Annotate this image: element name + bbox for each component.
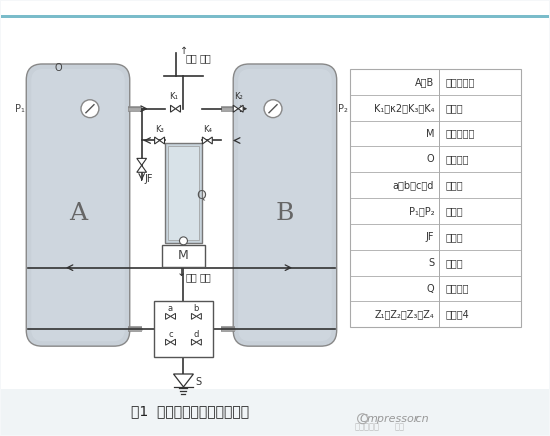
Polygon shape <box>173 374 194 387</box>
Text: Q: Q <box>427 283 434 293</box>
Text: Q: Q <box>196 189 206 201</box>
Polygon shape <box>207 137 212 144</box>
Polygon shape <box>196 313 201 319</box>
Text: b: b <box>194 304 199 313</box>
Bar <box>2 389 548 435</box>
Text: JF: JF <box>426 232 434 242</box>
FancyBboxPatch shape <box>238 69 332 341</box>
Circle shape <box>81 100 99 118</box>
FancyBboxPatch shape <box>31 69 125 341</box>
Polygon shape <box>137 158 146 165</box>
Text: 气动鄀: 气动鄀 <box>445 180 463 190</box>
Polygon shape <box>191 313 196 319</box>
Text: 吸附干燥筒: 吸附干燥筒 <box>445 77 475 87</box>
Text: M: M <box>178 249 189 262</box>
Text: M: M <box>426 129 434 139</box>
Polygon shape <box>160 137 164 144</box>
Text: 网网: 网网 <box>394 422 404 431</box>
Text: .cn: .cn <box>412 414 429 424</box>
Text: P₂: P₂ <box>338 104 348 114</box>
Text: C: C <box>360 414 367 424</box>
Text: ↓: ↓ <box>177 268 186 278</box>
Text: P₁: P₁ <box>15 104 25 114</box>
Text: A、B: A、B <box>415 77 434 87</box>
Polygon shape <box>166 313 170 319</box>
Text: O: O <box>54 63 62 73</box>
Text: 电磁阀组: 电磁阀组 <box>445 154 469 164</box>
Polygon shape <box>155 137 159 144</box>
Text: K₃: K₃ <box>155 125 164 133</box>
Polygon shape <box>137 165 146 172</box>
Text: A: A <box>69 201 87 225</box>
Polygon shape <box>170 313 175 319</box>
Text: 电加热器: 电加热器 <box>445 283 469 293</box>
Text: K₂: K₂ <box>234 92 243 101</box>
Polygon shape <box>196 339 201 345</box>
Text: K₁、κ2、K₃、K₄: K₁、κ2、K₃、K₄ <box>373 103 434 113</box>
Text: JF: JF <box>145 174 153 184</box>
Text: 图1  微热吸附式干燥机结构图: 图1 微热吸附式干燥机结构图 <box>131 404 250 418</box>
Text: mpressor: mpressor <box>366 414 419 424</box>
Polygon shape <box>170 105 175 112</box>
Text: K₁: K₁ <box>169 92 178 101</box>
Polygon shape <box>202 137 207 144</box>
Text: d: d <box>194 330 199 339</box>
Circle shape <box>264 100 282 118</box>
Text: c: c <box>168 330 173 339</box>
Polygon shape <box>238 105 243 112</box>
Text: Z₁、Z₂、Z₃、Z₄: Z₁、Z₂、Z₃、Z₄ <box>375 310 434 320</box>
Text: 单向阀: 单向阀 <box>445 103 463 113</box>
Bar <box>350 69 521 327</box>
Polygon shape <box>170 339 175 345</box>
Text: ↑: ↑ <box>180 46 189 56</box>
Bar <box>162 245 205 267</box>
FancyBboxPatch shape <box>233 64 337 346</box>
Bar <box>153 301 213 357</box>
Text: 气体: 气体 <box>185 53 197 63</box>
Text: 进口: 进口 <box>200 272 211 283</box>
Text: K₄: K₄ <box>203 125 212 133</box>
Bar <box>2 15 548 18</box>
Text: B: B <box>276 201 294 225</box>
Text: P₁、P₂: P₁、P₂ <box>409 206 434 216</box>
Text: O: O <box>427 154 434 164</box>
Circle shape <box>179 237 188 245</box>
Text: 调节器: 调节器 <box>445 232 463 242</box>
Text: 扩散器4: 扩散器4 <box>445 310 469 320</box>
Bar <box>164 143 202 243</box>
Text: 消音器: 消音器 <box>445 258 463 268</box>
Text: S: S <box>195 377 201 387</box>
Text: S: S <box>428 258 434 268</box>
Polygon shape <box>191 339 196 345</box>
FancyBboxPatch shape <box>26 64 130 346</box>
Text: 压力表: 压力表 <box>445 206 463 216</box>
Text: a: a <box>168 304 173 313</box>
Polygon shape <box>166 339 170 345</box>
Polygon shape <box>175 105 180 112</box>
Polygon shape <box>233 105 238 112</box>
Text: 程序控制器: 程序控制器 <box>445 129 475 139</box>
Text: 气体: 气体 <box>185 272 197 283</box>
Bar <box>168 146 200 240</box>
Text: 出口: 出口 <box>200 53 211 63</box>
Text: a、b、c、d: a、b、c、d <box>393 180 434 190</box>
Text: 中国压缩机: 中国压缩机 <box>355 422 379 431</box>
